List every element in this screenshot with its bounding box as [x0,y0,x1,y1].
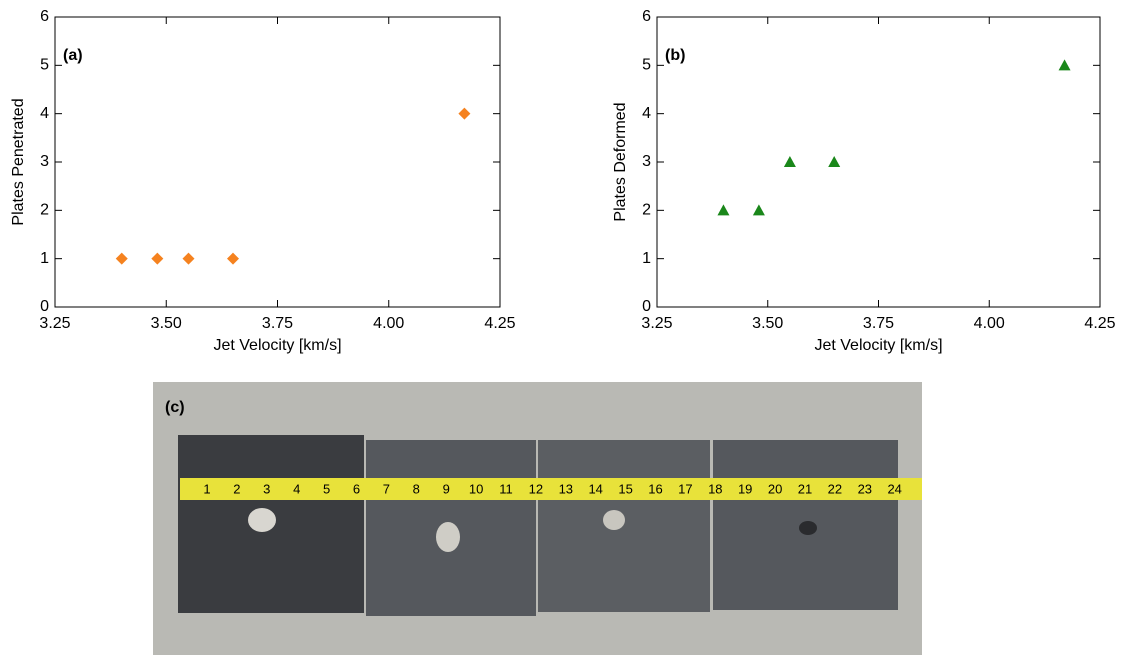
x-tick-label: 3.50 [151,315,182,332]
ruler-number: 12 [529,481,543,496]
y-tick-label: 6 [40,8,49,25]
ruler-number: 21 [798,481,812,496]
ruler-number: 8 [413,481,420,496]
ruler-number: 5 [323,481,330,496]
panel-label: (b) [665,47,685,64]
ruler-number: 13 [559,481,573,496]
y-tick-label: 3 [642,153,651,170]
hole [603,510,625,530]
ruler-number: 24 [887,481,901,496]
point [116,253,128,265]
panel-label: (c) [165,399,185,416]
x-axis-label: Jet Velocity [km/s] [213,337,341,354]
figure: (c) 123456789101112131415161718192021222… [0,0,1135,655]
ruler-number: 15 [618,481,632,496]
y-tick-label: 0 [642,298,651,315]
hole [248,508,276,532]
ruler-number: 19 [738,481,752,496]
point [1059,59,1071,70]
ruler-number: 16 [648,481,662,496]
y-tick-label: 4 [642,105,651,122]
ruler-number: 4 [293,481,300,496]
hole [799,521,817,535]
x-tick-label: 3.25 [641,315,672,332]
ruler-number: 1 [203,481,210,496]
point [753,204,765,215]
y-tick-label: 2 [642,202,651,219]
ruler-number: 14 [588,481,602,496]
point [183,253,195,265]
y-tick-label: 3 [40,153,49,170]
y-tick-label: 0 [40,298,49,315]
x-tick-label: 4.25 [1084,315,1115,332]
panel-label: (a) [63,47,83,64]
point [828,156,840,167]
hole [436,522,460,552]
x-tick-label: 4.25 [484,315,515,332]
x-tick-label: 4.00 [974,315,1005,332]
ruler-number: 6 [353,481,360,496]
y-tick-label: 6 [642,8,651,25]
plot-frame [657,17,1100,307]
y-tick-label: 2 [40,202,49,219]
y-tick-label: 4 [40,105,49,122]
x-tick-label: 3.25 [39,315,70,332]
ruler-number: 22 [828,481,842,496]
plate [538,440,710,612]
x-tick-label: 4.00 [373,315,404,332]
x-tick-label: 3.75 [863,315,894,332]
x-tick-label: 3.50 [752,315,783,332]
y-tick-label: 5 [642,57,651,74]
point [717,204,729,215]
y-tick-label: 1 [40,250,49,267]
ruler-number: 17 [678,481,692,496]
y-tick-label: 5 [40,57,49,74]
x-tick-label: 3.75 [262,315,293,332]
point [227,253,239,265]
point [151,253,163,265]
x-axis-label: Jet Velocity [km/s] [814,337,942,354]
photo: (c) [153,382,922,655]
y-axis-label: Plates Deformed [612,102,629,221]
ruler-number: 23 [858,481,872,496]
ruler-number: 18 [708,481,722,496]
ruler-number: 20 [768,481,782,496]
ruler-number: 7 [383,481,390,496]
ruler-number: 3 [263,481,270,496]
ruler-number: 10 [469,481,483,496]
ruler-number: 11 [499,481,513,496]
ruler-number: 2 [233,481,240,496]
y-axis-label: Plates Penetrated [10,98,27,225]
y-tick-label: 1 [642,250,651,267]
ruler-number: 9 [443,481,450,496]
point [458,108,470,120]
point [784,156,796,167]
